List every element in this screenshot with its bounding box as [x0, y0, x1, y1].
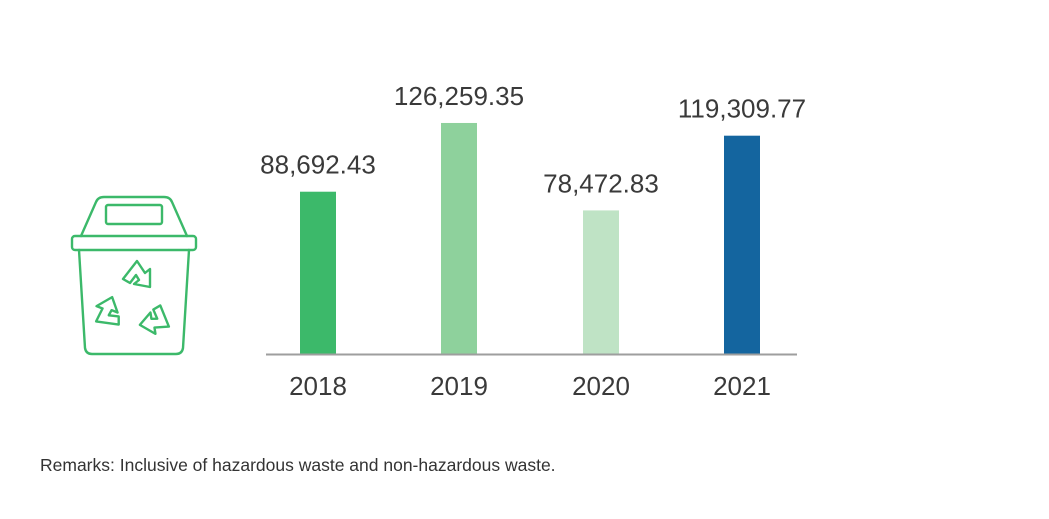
- value-label-2018: 88,692.43: [260, 150, 376, 180]
- bar-2018: [300, 191, 336, 354]
- x-tick-label-2021: 2021: [713, 371, 771, 401]
- value-label-2021: 119,309.77: [678, 94, 806, 124]
- x-tick-label-2020: 2020: [572, 371, 630, 401]
- x-tick-label-2019: 2019: [430, 371, 488, 401]
- bar-2021: [724, 135, 760, 354]
- x-tick-labels: 2018 2019 2020 2021: [289, 371, 771, 401]
- remarks-note: Remarks: Inclusive of hazardous waste an…: [40, 455, 556, 475]
- value-label-2019: 126,259.35: [394, 81, 524, 111]
- value-labels: 88,692.43 126,259.35 78,472.83 119,309.77: [260, 81, 806, 198]
- value-label-2020: 78,472.83: [543, 168, 659, 198]
- bar-2019: [441, 122, 477, 354]
- bar-2020: [583, 210, 619, 354]
- bar-chart: 88,692.43 126,259.35 78,472.83 119,309.77 2…: [260, 81, 806, 401]
- recycle-bin-icon: [66, 190, 202, 362]
- x-tick-label-2018: 2018: [289, 371, 347, 401]
- bars: [300, 122, 760, 354]
